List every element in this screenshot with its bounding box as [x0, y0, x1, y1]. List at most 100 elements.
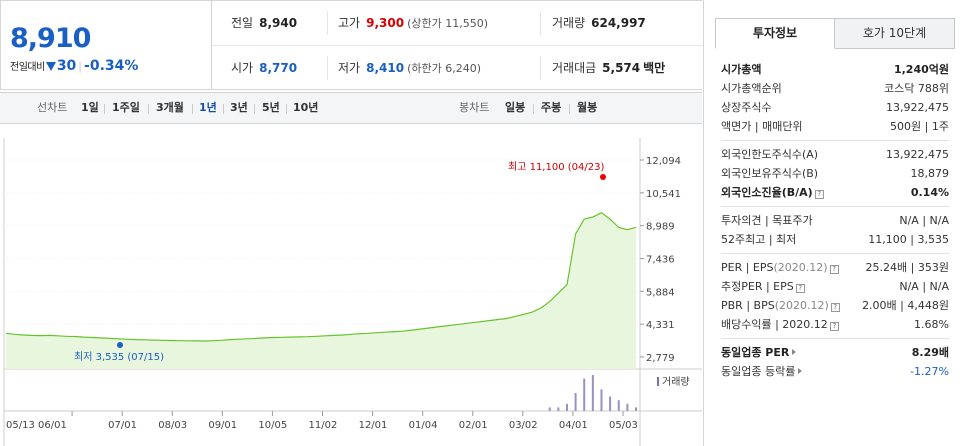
- x-tick-label: 10/05: [258, 420, 287, 431]
- info-key: 외국인소진율(B/A)?: [721, 183, 824, 202]
- price-stats: 전일 8,940 고가 9,300 (상한가 11,550) 거래량 624,997 시…: [212, 0, 702, 90]
- tab-orderbook[interactable]: 호가 10단계: [835, 18, 955, 49]
- arrow-right-icon[interactable]: [798, 368, 803, 374]
- help-icon[interactable]: ?: [795, 284, 805, 293]
- prev-close-label: 전일: [231, 16, 254, 30]
- high-label: 최고 11,100 (04/23): [508, 161, 604, 173]
- period-10y[interactable]: 10년: [293, 101, 319, 114]
- info-key: 액면가 | 매매단위: [721, 120, 803, 133]
- volume-bar: [557, 407, 560, 411]
- high-value: 9,300: [366, 16, 405, 30]
- info-key: 외국인한도주식수(A): [721, 148, 819, 161]
- change-divider: |: [78, 60, 83, 73]
- info-row: 외국인보유주식수(B) 18,879: [721, 164, 949, 183]
- current-price: 8,910: [10, 23, 91, 54]
- info-row: 추정PER | EPS? N/A | N/A: [721, 277, 949, 296]
- help-icon[interactable]: ?: [830, 303, 840, 312]
- info-value: N/A | N/A: [899, 280, 949, 293]
- price-line: [5, 211, 637, 342]
- day-high: 고가 9,300 (상한가 11,550): [338, 1, 488, 45]
- candle-chart-label: 봉차트: [459, 101, 490, 114]
- x-tick-label: 02/01: [459, 420, 488, 431]
- valuation-group: PER | EPS(2020.12)? 25.24배 | 353원 추정PER | …: [721, 258, 949, 334]
- info-key: 동일업종 PER: [721, 343, 797, 362]
- price-change: 전일대비 30 | -0.34%: [10, 58, 138, 74]
- tab-investment-info[interactable]: 투자정보: [715, 18, 835, 49]
- x-tick-label: 03/02: [509, 420, 538, 431]
- info-value: 0.14%: [910, 186, 949, 199]
- info-key: PER | EPS(2020.12)?: [721, 258, 839, 277]
- info-value: 13,922,475: [886, 101, 949, 114]
- lower-limit: (하한가 6,240): [407, 62, 481, 75]
- period-1w[interactable]: 1주일: [112, 101, 140, 114]
- help-icon[interactable]: ?: [814, 190, 824, 199]
- volume-bar: [635, 407, 637, 411]
- info-value: 25.24배 | 353원: [865, 261, 949, 274]
- change-label: 전일대비: [10, 62, 45, 73]
- low-label: 저가: [338, 61, 361, 75]
- info-row: 동일업종 PER 8.29배: [721, 343, 949, 362]
- line-chart-label: 선차트: [37, 101, 68, 114]
- prev-close: 전일 8,940: [231, 1, 297, 45]
- period-5y[interactable]: 5년: [262, 101, 280, 114]
- investment-info: 시가총액 1,240억원 시가총액순위 코스닥 788위 상장주식수 13,922,475…: [721, 60, 949, 381]
- open-price: 시가 8,770: [231, 46, 297, 90]
- down-arrow-icon: [45, 62, 56, 71]
- upper-limit: (상한가 11,550): [407, 17, 488, 30]
- info-row: 외국인소진율(B/A)? 0.14%: [721, 183, 949, 202]
- info-row: 외국인한도주식수(A) 13,922,475: [721, 145, 949, 164]
- info-value: 500원 | 1주: [890, 120, 949, 133]
- info-tabs: 투자정보 호가 10단계: [715, 18, 955, 49]
- open-label: 시가: [231, 61, 254, 75]
- info-key: 시가총액순위: [721, 82, 782, 95]
- period-3y[interactable]: 3년: [230, 101, 248, 114]
- x-tick-label: 11/02: [309, 420, 338, 431]
- chart-panel: 8,910 전일대비 30 | -0.34% 전일 8,940 고가 9,300 (상한가 …: [0, 0, 702, 446]
- section-divider: [721, 140, 949, 141]
- opinion-group: 투자의견 | 목표주가 N/A | N/A 52주최고 | 최저 11,100 | 3…: [721, 211, 949, 249]
- candle-monthly[interactable]: 월봉: [577, 101, 598, 114]
- x-tick-label: 05/03: [609, 420, 638, 431]
- info-row: 상장주식수 13,922,475: [721, 98, 949, 117]
- candle-weekly[interactable]: 주봉: [541, 101, 562, 114]
- volume-bar: [583, 378, 586, 411]
- x-tick-label: 08/03: [158, 420, 187, 431]
- trade-amount: 거래대금 5,574 백만: [552, 46, 665, 90]
- info-key: 52주최고 | 최저: [721, 233, 797, 246]
- volume-legend: 거래량: [662, 376, 690, 388]
- info-value: 2.00배 | 4,448원: [862, 299, 949, 312]
- section-divider: [721, 338, 949, 339]
- info-key: 시가총액: [721, 63, 762, 76]
- info-value: -1.27%: [910, 365, 949, 378]
- candle-daily[interactable]: 일봉: [505, 101, 526, 114]
- info-value: 1,240억원: [893, 63, 949, 76]
- high-label: 고가: [338, 16, 361, 30]
- help-icon[interactable]: ?: [829, 265, 839, 274]
- y-tick-label: 5,884: [646, 287, 675, 298]
- foreign-group: 외국인한도주식수(A) 13,922,475 외국인보유주식수(B) 18,879 외국…: [721, 145, 949, 202]
- section-divider: [721, 206, 949, 207]
- y-tick-label: 12,094: [646, 156, 681, 167]
- period-3m[interactable]: 3개월: [156, 101, 184, 114]
- info-key: 투자의견 | 목표주가: [721, 214, 813, 227]
- y-tick-label: 7,436: [646, 255, 675, 266]
- info-panel: 투자정보 호가 10단계 시가총액 1,240억원 시가총액순위 코스닥 788위 상장…: [703, 0, 965, 446]
- volume-bar: [565, 403, 568, 411]
- info-row: PER | EPS(2020.12)? 25.24배 | 353원: [721, 258, 949, 277]
- info-row: PBR | BPS(2020.12)? 2.00배 | 4,448원: [721, 296, 949, 315]
- info-key: 상장주식수: [721, 101, 772, 114]
- y-tick-label: 2,779: [646, 353, 675, 364]
- info-key: 배당수익률 | 2020.12?: [721, 315, 839, 334]
- period-1d[interactable]: 1일: [81, 101, 99, 114]
- info-value: 18,879: [910, 167, 950, 180]
- x-tick-label: 04/01: [559, 420, 588, 431]
- x-tick-label: 07/01: [108, 420, 137, 431]
- sector-group: 동일업종 PER 8.29배 동일업종 등락률 -1.27%: [721, 343, 949, 381]
- period-1y[interactable]: 1년: [199, 101, 217, 114]
- info-value: 11,100 | 3,535: [868, 233, 949, 246]
- arrow-right-icon[interactable]: [792, 349, 797, 355]
- help-icon[interactable]: ?: [829, 322, 839, 331]
- x-tick-label: 06/01: [38, 420, 67, 431]
- volume-bar: [591, 375, 594, 411]
- x-tick-label: 01/04: [409, 420, 438, 431]
